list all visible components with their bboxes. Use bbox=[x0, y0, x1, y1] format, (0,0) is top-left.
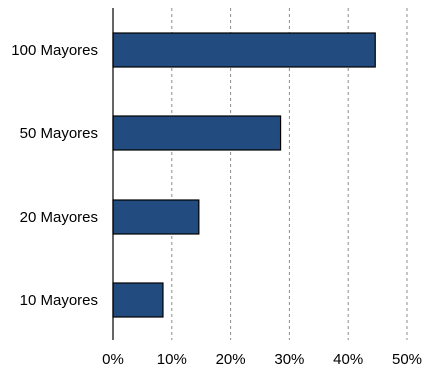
x-tick-labels: 0% 10% 20% 30% 40% 50% bbox=[102, 351, 422, 368]
bar-10-mayores bbox=[112, 282, 164, 318]
bars bbox=[112, 32, 376, 318]
x-tick-label: 10% bbox=[157, 351, 187, 368]
x-tick-label: 40% bbox=[333, 351, 363, 368]
category-labels: 100 Mayores 50 Mayores 20 Mayores 10 Mayore… bbox=[11, 42, 98, 309]
x-tick-label: 20% bbox=[216, 351, 246, 368]
category-label: 100 Mayores bbox=[11, 42, 98, 59]
category-label: 20 Mayores bbox=[20, 209, 98, 226]
bar-50-mayores bbox=[112, 115, 282, 151]
x-tick-label: 50% bbox=[392, 351, 422, 368]
bar-20-mayores bbox=[112, 199, 200, 235]
category-label: 10 Mayores bbox=[20, 292, 98, 309]
x-tick-label: 30% bbox=[274, 351, 304, 368]
x-tick-label: 0% bbox=[102, 351, 124, 368]
category-label: 50 Mayores bbox=[20, 125, 98, 142]
bar-100-mayores bbox=[112, 32, 376, 68]
